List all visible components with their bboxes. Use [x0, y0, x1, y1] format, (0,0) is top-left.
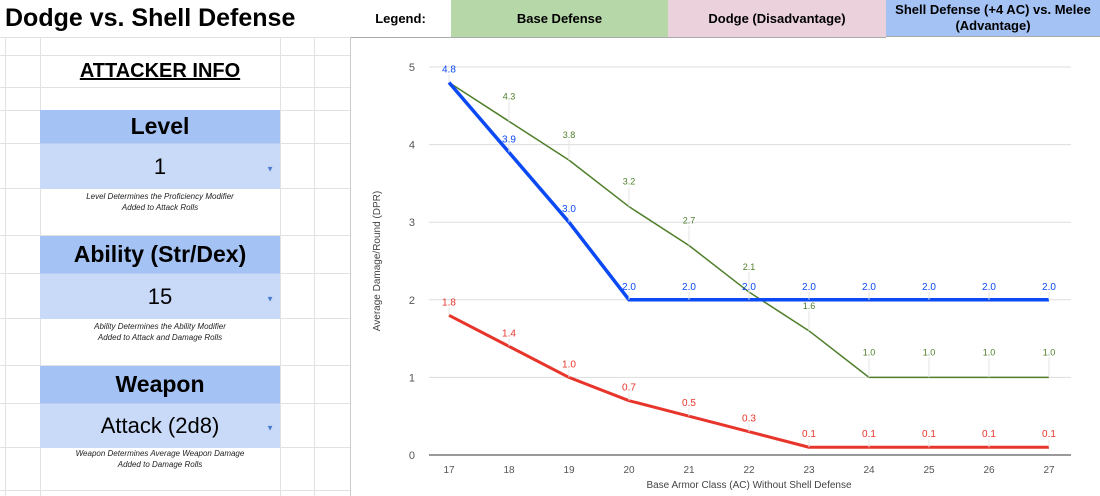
shell-data-label: 2.0 — [922, 282, 936, 293]
gridline — [314, 37, 315, 496]
attacker-info-heading: ATTACKER INFO — [79, 60, 241, 82]
level-value: 1 — [153, 153, 167, 179]
shell-data-label: 2.0 — [1042, 282, 1056, 293]
note-line: Ability Determines the Ability Modifier — [94, 322, 226, 331]
y-tick-label: 0 — [409, 450, 415, 462]
base-series-line — [448, 81, 1049, 379]
base-data-label: 1.6 — [803, 301, 816, 311]
dropdown-arrow-icon[interactable]: ▼ — [266, 293, 274, 303]
level-note: Level Determines the Proficiency Modifie… — [40, 191, 280, 213]
shell-data-label: 2.0 — [742, 282, 756, 293]
legend-base-defense: Base Defense — [451, 0, 668, 38]
weapon-note: Weapon Determines Average Weapon Damage A… — [40, 448, 280, 470]
dodge-data-label: 0.1 — [1042, 429, 1056, 440]
ability-header: Ability (Str/Dex) — [40, 236, 280, 273]
x-tick-label: 26 — [983, 465, 995, 476]
dodge-data-label: 1.4 — [502, 328, 516, 339]
weapon-value: Attack (2d8) — [100, 413, 220, 438]
y-tick-label: 5 — [409, 62, 415, 74]
ability-value: 15 — [147, 283, 173, 309]
dodge-data-label: 0.1 — [982, 429, 996, 440]
x-tick-label: 25 — [923, 465, 935, 476]
note-line: Added to Damage Rolls — [117, 460, 203, 469]
gridline — [0, 87, 350, 88]
weapon-select[interactable]: Attack (2d8) ▼ — [40, 403, 280, 448]
note-line: Added to Attack Rolls — [121, 203, 199, 212]
y-tick-label: 3 — [409, 217, 415, 229]
x-tick-label: 23 — [803, 465, 815, 476]
dropdown-arrow-icon[interactable]: ▼ — [266, 423, 274, 433]
base-data-label: 1.0 — [863, 347, 876, 357]
shell-data-label: 3.0 — [562, 204, 576, 215]
note-line: Weapon Determines Average Weapon Damage — [75, 449, 245, 458]
x-axis-title: Base Armor Class (AC) Without Shell Defe… — [646, 480, 852, 491]
dropdown-arrow-icon[interactable]: ▼ — [266, 163, 274, 173]
dodge-data-label: 0.3 — [742, 414, 756, 425]
legend-label: Legend: — [350, 0, 451, 38]
x-tick-label: 19 — [563, 465, 575, 476]
x-tick-label: 24 — [863, 465, 875, 476]
y-tick-label: 1 — [409, 372, 415, 384]
base-data-label: 1.0 — [923, 347, 936, 357]
shell-data-label: 2.0 — [682, 282, 696, 293]
gridline — [0, 235, 350, 236]
shell-data-label: 4.8 — [442, 65, 456, 76]
ability-note: Ability Determines the Ability Modifier A… — [40, 321, 280, 343]
legend-dodge: Dodge (Disadvantage) — [668, 0, 886, 38]
shell-data-label: 3.9 — [502, 134, 516, 145]
x-tick-label: 27 — [1043, 465, 1055, 476]
shell-data-label: 2.0 — [622, 282, 636, 293]
dodge-data-label: 0.1 — [802, 429, 816, 440]
base-data-label: 4.3 — [503, 91, 516, 101]
level-select[interactable]: 1 ▼ — [40, 143, 280, 189]
shell-data-label: 2.0 — [982, 282, 996, 293]
y-axis-title: Average Damage/Round (DPR) — [372, 191, 383, 331]
base-data-label: 3.8 — [563, 130, 576, 140]
dodge-data-label: 0.7 — [622, 383, 636, 394]
dodge-data-label: 0.5 — [682, 398, 696, 409]
ability-select[interactable]: 15 ▼ — [40, 273, 280, 319]
x-tick-label: 22 — [743, 465, 755, 476]
weapon-header: Weapon — [40, 366, 280, 403]
note-line: Level Determines the Proficiency Modifie… — [86, 192, 234, 201]
base-data-label: 2.7 — [683, 215, 696, 225]
dodge-data-label: 1.0 — [562, 359, 576, 370]
dodge-data-label: 0.1 — [922, 429, 936, 440]
gridline — [0, 37, 350, 38]
level-header: Level — [40, 110, 280, 143]
sheet-title: Dodge vs. Shell Defense — [5, 4, 296, 32]
base-data-label: 3.2 — [623, 177, 636, 187]
y-tick-label: 2 — [409, 295, 415, 307]
gridline — [5, 37, 6, 496]
x-tick-label: 17 — [443, 465, 455, 476]
base-data-label: 2.1 — [743, 262, 756, 272]
base-data-label: 1.0 — [1043, 347, 1056, 357]
legend-shell-defense: Shell Defense (+4 AC) vs. Melee (Advanta… — [886, 0, 1100, 37]
gridline — [0, 365, 350, 366]
dodge-data-label: 0.1 — [862, 429, 876, 440]
x-tick-label: 21 — [683, 465, 695, 476]
dodge-data-label: 1.8 — [442, 297, 456, 308]
note-line: Added to Attack and Damage Rolls — [97, 333, 223, 342]
shell-data-label: 2.0 — [862, 282, 876, 293]
x-tick-label: 20 — [623, 465, 635, 476]
gridline — [280, 37, 281, 496]
gridline — [0, 55, 350, 56]
gridline — [0, 490, 350, 491]
shell-data-label: 2.0 — [802, 282, 816, 293]
y-tick-label: 4 — [409, 140, 415, 152]
x-tick-label: 18 — [503, 465, 515, 476]
base-data-label: 1.0 — [983, 347, 996, 357]
